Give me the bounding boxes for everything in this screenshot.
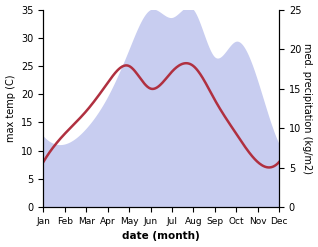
Y-axis label: max temp (C): max temp (C)	[5, 75, 16, 142]
Y-axis label: med. precipitation (kg/m2): med. precipitation (kg/m2)	[302, 43, 313, 174]
X-axis label: date (month): date (month)	[122, 231, 200, 242]
